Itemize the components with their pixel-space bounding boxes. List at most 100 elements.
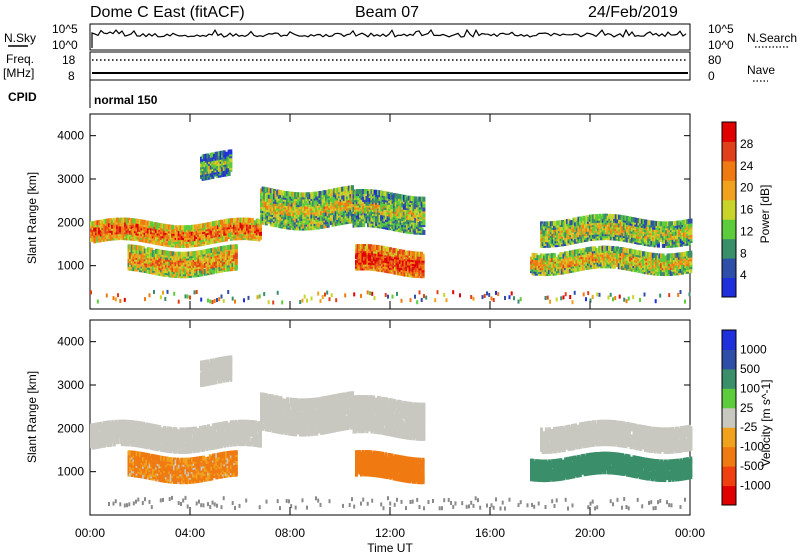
data-cell	[135, 245, 139, 251]
data-cell	[385, 195, 388, 201]
data-cell	[189, 226, 193, 232]
data-cell	[359, 189, 362, 194]
data-cell	[329, 208, 333, 214]
data-cell	[295, 192, 299, 198]
data-cell	[282, 220, 286, 225]
data-cell	[385, 220, 388, 226]
data-cell	[370, 216, 374, 222]
data-cell	[380, 214, 384, 219]
data-cell	[176, 233, 180, 238]
data-cell	[415, 251, 419, 257]
data-cell	[90, 237, 93, 243]
data-cell	[99, 225, 103, 231]
data-cell	[111, 229, 115, 235]
data-cell	[310, 201, 314, 207]
data-cell	[376, 248, 380, 254]
data-cell	[412, 223, 416, 229]
data-cell	[336, 214, 340, 220]
data-cell	[234, 244, 238, 250]
data-cell	[107, 222, 111, 228]
data-cell	[195, 226, 199, 232]
data-cell	[98, 227, 102, 233]
data-cell	[158, 234, 162, 240]
data-cell	[292, 221, 296, 227]
data-cell	[415, 267, 419, 273]
data-cell	[142, 258, 146, 263]
data-cell	[398, 249, 402, 255]
data-cell	[163, 265, 167, 271]
data-cell	[411, 205, 414, 211]
data-cell	[347, 191, 351, 197]
data-cell	[132, 218, 136, 224]
data-cell	[418, 255, 422, 261]
data-cell	[303, 206, 307, 211]
data-cell	[194, 224, 197, 230]
data-cell	[158, 223, 162, 228]
data-cell	[137, 245, 141, 251]
data-cell	[271, 200, 275, 206]
data-cell	[159, 238, 163, 244]
data-cell	[387, 247, 391, 252]
data-cell	[382, 253, 386, 259]
data-cell	[120, 233, 124, 239]
data-cell	[303, 192, 307, 198]
data-cell	[135, 218, 139, 224]
data-cell	[163, 250, 167, 256]
data-cell	[418, 271, 422, 277]
data-cell	[295, 202, 299, 207]
data-cell	[125, 217, 129, 223]
data-cell	[415, 214, 419, 220]
data-cell	[252, 233, 256, 239]
data-cell	[210, 237, 214, 243]
data-cell	[381, 245, 384, 251]
data-cell	[316, 204, 320, 210]
data-cell	[255, 222, 259, 228]
data-cell	[236, 217, 240, 223]
data-cell	[421, 271, 425, 277]
data-cell	[414, 217, 418, 223]
data-cell	[142, 246, 146, 252]
data-cell	[169, 224, 173, 230]
data-cell	[326, 201, 330, 207]
data-cell	[127, 221, 131, 227]
data-cell	[300, 196, 304, 202]
data-cell	[378, 217, 382, 223]
data-cell	[389, 211, 393, 217]
data-cell	[394, 207, 398, 212]
cpid-value: normal 150	[94, 93, 158, 107]
data-cell	[116, 233, 119, 239]
nsearch-tick-high: 10^5	[708, 22, 734, 36]
data-cell	[368, 197, 372, 202]
data-cell	[284, 218, 288, 224]
data-cell	[163, 237, 167, 243]
data-cell	[404, 203, 408, 208]
data-cell	[161, 231, 165, 237]
data-cell	[91, 221, 95, 227]
data-cell	[331, 190, 335, 196]
nsearch-tick-low: 10^0	[708, 38, 734, 52]
data-cell	[160, 249, 163, 255]
data-cell	[207, 222, 210, 228]
data-cell	[310, 213, 314, 219]
data-cell	[352, 207, 356, 212]
data-cell	[308, 194, 312, 200]
data-cell	[130, 254, 134, 260]
data-cell	[277, 189, 281, 195]
data-cell	[145, 222, 149, 228]
data-cell	[114, 219, 118, 225]
data-cell	[389, 192, 393, 198]
data-cell	[362, 189, 366, 194]
data-cell	[344, 203, 348, 209]
data-cell	[137, 226, 141, 232]
data-cell	[308, 207, 312, 213]
data-cell	[190, 230, 194, 236]
data-cell	[412, 204, 416, 210]
data-cell	[182, 242, 186, 248]
data-cell	[200, 239, 204, 244]
data-cell	[396, 199, 400, 205]
data-cell	[316, 222, 320, 228]
data-cell	[156, 222, 160, 228]
data-cell	[363, 255, 367, 261]
data-cell	[244, 217, 248, 223]
data-cell	[229, 231, 233, 237]
